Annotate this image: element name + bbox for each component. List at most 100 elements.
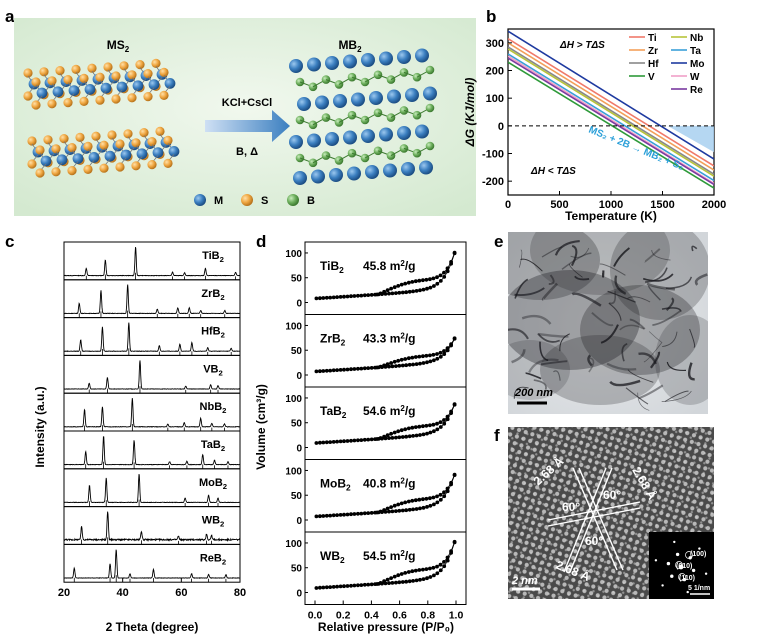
xrd-pattern-0 xyxy=(63,246,240,277)
isotherm-point xyxy=(362,511,367,516)
y-tick-label: 100 xyxy=(285,466,302,477)
atom-legend: M S B xyxy=(194,194,315,207)
sulfur-atom xyxy=(147,137,157,147)
isotherm-point xyxy=(328,368,333,373)
xrd-pattern-8 xyxy=(63,549,240,579)
panel-f-label: f xyxy=(494,426,500,445)
isotherm-point xyxy=(425,576,429,581)
y-tick-label: 0 xyxy=(296,516,302,527)
boron-atom xyxy=(425,103,435,113)
panel-a-background xyxy=(14,18,476,216)
isotherm-point xyxy=(389,286,393,291)
isotherm-point xyxy=(428,359,433,364)
isotherm-point xyxy=(397,435,402,440)
metal-atom xyxy=(379,127,393,142)
isotherm-point xyxy=(385,433,390,438)
metal-atom xyxy=(315,95,329,110)
isotherm-point xyxy=(342,439,346,444)
nanosheet-edge xyxy=(613,247,630,267)
metal-atom xyxy=(415,48,429,63)
isotherm-point xyxy=(335,584,339,589)
isotherm-point xyxy=(452,336,457,341)
xrd-label-2: HfB2 xyxy=(201,326,225,340)
metal-atom xyxy=(307,133,321,148)
nanosheet-edge xyxy=(570,247,590,258)
sulfur-atom xyxy=(131,161,141,171)
isotherm-point xyxy=(445,489,450,494)
isotherm-point xyxy=(359,293,364,298)
isotherm-point xyxy=(389,431,393,436)
isotherm-point xyxy=(328,585,333,589)
isotherm-point xyxy=(403,500,408,505)
isotherm-point xyxy=(428,496,432,501)
isotherm-point xyxy=(366,437,371,442)
isotherm-point xyxy=(445,555,450,560)
isotherm-point xyxy=(431,495,436,500)
nanosheet-edge xyxy=(614,275,627,295)
isotherm-point xyxy=(413,425,418,429)
isotherm-point xyxy=(428,566,432,571)
nanosheet-edge xyxy=(662,331,678,348)
xrd-pattern-1 xyxy=(64,284,240,315)
nanosheet-edge xyxy=(513,386,529,399)
y-tick-label: 100 xyxy=(486,93,504,105)
sulfur-atom xyxy=(159,67,169,77)
nanosheet-edge xyxy=(569,263,583,278)
boron-atom xyxy=(425,65,435,75)
isotherm-point xyxy=(331,585,336,589)
isotherm-point xyxy=(362,293,367,298)
nanosheet-cluster xyxy=(540,335,660,405)
nanosheet-edge xyxy=(649,351,661,369)
metal-atom xyxy=(325,56,339,70)
isotherm-point xyxy=(438,420,443,425)
metal-atom xyxy=(168,146,180,157)
isotherm-point xyxy=(421,567,425,572)
nanosheet-edge xyxy=(528,358,559,374)
x-tick-label: 0.2 xyxy=(336,610,351,622)
isotherm-point xyxy=(425,431,429,436)
isotherm-point xyxy=(369,437,374,442)
isotherm-point xyxy=(356,366,360,371)
xrd-pattern-6 xyxy=(63,474,240,504)
isotherm-point xyxy=(410,498,415,503)
boron-atom xyxy=(321,113,331,122)
nanosheet-edge xyxy=(570,244,578,267)
annotation-dh-lt: ΔH < TΔS xyxy=(530,166,576,177)
nanosheet-edge xyxy=(625,387,649,405)
isotherm-point xyxy=(411,507,415,512)
isotherm-point xyxy=(410,425,415,430)
tem-scale-label: 200 nm xyxy=(514,387,553,399)
saed-spot xyxy=(675,552,680,557)
y-tick-label: 200 xyxy=(486,66,504,78)
xrd-pattern-3 xyxy=(63,360,240,390)
nanosheet-cluster xyxy=(508,340,570,400)
xrd-label-7: WB2 xyxy=(202,515,225,529)
y-tick-label: 0 xyxy=(296,299,302,310)
nanosheet-edge xyxy=(574,275,590,281)
nanosheet-edge xyxy=(648,285,661,301)
series-line-hf xyxy=(508,46,714,175)
isotherm-point xyxy=(378,581,383,585)
y-tick-label: 0 xyxy=(498,121,504,133)
isotherm-point xyxy=(314,514,319,519)
negative-region-fill xyxy=(667,125,714,153)
sulfur-atom xyxy=(107,130,117,140)
metal-atom xyxy=(419,160,433,175)
isotherm-point xyxy=(349,294,353,299)
isotherm-point xyxy=(331,513,336,518)
nanosheet-edge xyxy=(540,360,568,366)
nanosheet-edge xyxy=(607,290,636,303)
sulfur-atom xyxy=(99,163,109,173)
isotherm-point xyxy=(387,509,391,514)
isotherm-point xyxy=(424,353,429,358)
sulfur-atom xyxy=(79,73,89,83)
legend-b-atom xyxy=(287,194,299,206)
metal-atom xyxy=(351,92,365,107)
isotherm-point xyxy=(421,287,426,292)
sulfur-atom xyxy=(119,61,129,71)
boron-atom xyxy=(399,106,409,115)
y-tick-label: 50 xyxy=(291,564,303,575)
sulfur-atom xyxy=(47,99,57,109)
metal-atom xyxy=(397,126,411,140)
isotherm-point xyxy=(432,429,436,434)
